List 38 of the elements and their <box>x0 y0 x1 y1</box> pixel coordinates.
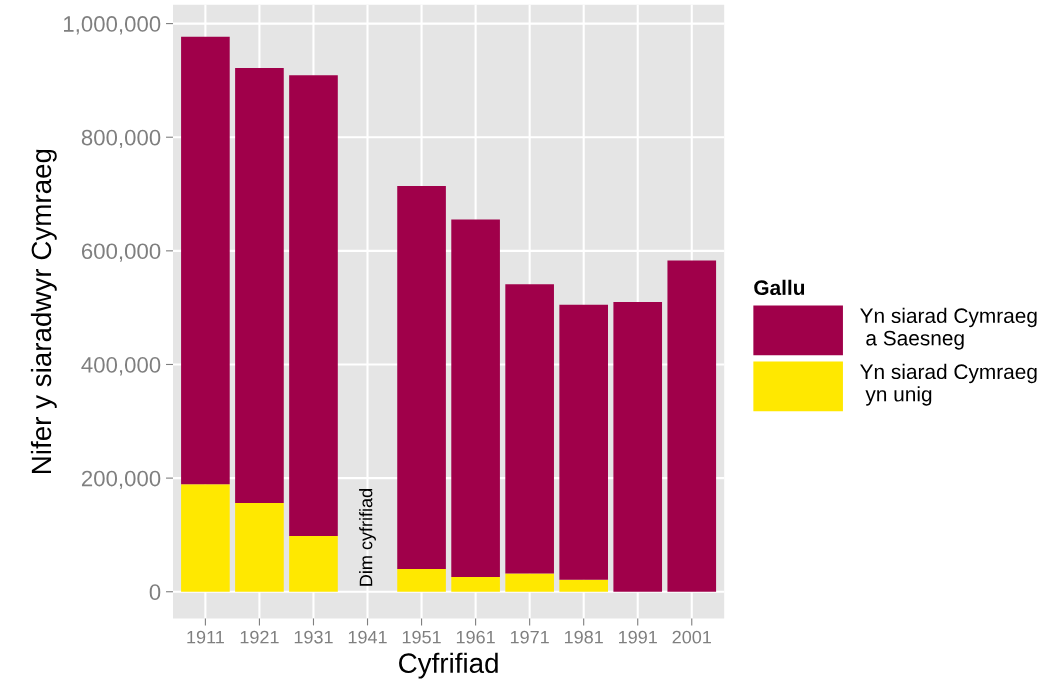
x-tick-label: 1911 <box>187 630 224 644</box>
x-tick-label: 1931 <box>294 630 333 644</box>
annotation: Dim cyfrifiad <box>359 489 376 586</box>
x-tick-label: 1991 <box>619 630 657 644</box>
x-axis-title: Cyfrifiad <box>399 652 498 679</box>
x-tick-label: 2001 <box>672 630 711 644</box>
bar <box>451 219 500 577</box>
x-tick-label: 1981 <box>564 630 603 644</box>
y-tick-label: 1,000,000 <box>64 16 161 35</box>
bar <box>505 284 554 574</box>
bar <box>181 484 230 592</box>
bar <box>505 573 554 592</box>
bar <box>397 569 446 592</box>
bar <box>559 304 608 580</box>
legend-label: Yn siarad Cymraeg yn unig <box>860 363 1037 406</box>
y-tick-label: 0 <box>149 584 161 601</box>
legend-label: Yn siarad Cymraeg a Saesneg <box>860 307 1037 350</box>
y-tick-label: 600,000 <box>81 243 161 262</box>
bar <box>613 301 663 592</box>
x-tick-label: 1941 <box>348 630 387 644</box>
x-tick-label: 1951 <box>402 630 441 644</box>
bar <box>235 67 284 504</box>
bar <box>397 186 446 570</box>
bar <box>235 503 284 592</box>
bar <box>559 579 608 592</box>
bar <box>289 536 338 592</box>
bar <box>289 75 338 537</box>
y-axis-title: Nifer y siaradwyr Cymraeg <box>30 149 57 473</box>
bar <box>667 260 717 592</box>
x-tick-label: 1971 <box>510 630 549 644</box>
y-tick-label: 800,000 <box>81 129 161 149</box>
legend-title: Gallu <box>754 279 805 296</box>
bar <box>181 36 230 485</box>
x-tick-label: 1921 <box>240 630 279 644</box>
y-tick-label: 200,000 <box>81 470 161 490</box>
y-tick-label: 400,000 <box>81 357 161 376</box>
bar <box>451 576 500 592</box>
x-tick-label: 1961 <box>456 630 495 644</box>
